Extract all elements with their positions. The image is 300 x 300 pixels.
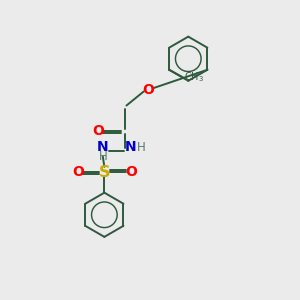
Text: S: S xyxy=(99,165,110,180)
Text: CH$_3$: CH$_3$ xyxy=(184,70,204,84)
Text: O: O xyxy=(92,124,104,138)
Text: O: O xyxy=(142,82,154,97)
Text: N: N xyxy=(97,140,109,154)
Text: N: N xyxy=(124,140,136,154)
Text: H: H xyxy=(137,141,146,154)
Text: O: O xyxy=(72,165,84,179)
Text: H: H xyxy=(98,150,107,163)
Text: O: O xyxy=(125,165,137,179)
